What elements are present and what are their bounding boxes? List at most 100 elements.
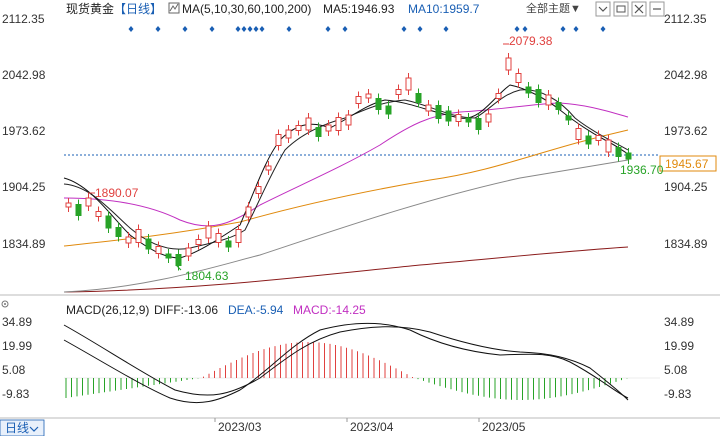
candle-body[interactable] [425,104,432,112]
candle-body[interactable] [255,186,262,194]
candle-body[interactable] [155,246,162,254]
settings-icon[interactable] [613,1,629,17]
candle-body[interactable] [75,204,82,216]
event-marker[interactable] [401,26,407,32]
candle-body[interactable] [315,127,322,137]
candle-body[interactable] [525,86,532,94]
candle-body[interactable] [495,93,502,99]
close-icon[interactable] [631,1,647,17]
event-marker[interactable] [209,26,215,32]
left-tick-2: 2042.98 [2,68,46,82]
candle-body[interactable] [325,124,332,132]
candle-body[interactable] [595,135,602,141]
ma10-line [63,89,629,250]
event-marker[interactable] [417,26,423,32]
macd-right-tick-3: 5.08 [664,363,688,377]
candle-body[interactable] [605,139,612,153]
candle-body[interactable] [265,165,272,171]
candle-body[interactable] [575,128,582,140]
candle-body[interactable] [355,96,362,104]
candle-body[interactable] [405,77,412,91]
candle-body[interactable] [385,105,392,115]
period-dropdown-icon[interactable] [29,426,39,432]
event-marker[interactable] [182,26,188,32]
event-marker[interactable] [241,26,247,32]
candle-body[interactable] [185,247,192,257]
period-button-label: 日线 [5,421,29,435]
candle-body[interactable] [215,233,222,243]
candle-body[interactable] [105,215,112,229]
event-marker[interactable] [286,26,292,32]
candle-body[interactable] [535,89,542,103]
candle-body[interactable] [135,229,142,243]
candle-body[interactable] [485,113,492,123]
theme-dropdown[interactable]: 全部主题▼ [526,1,581,15]
candle-body[interactable] [615,147,622,157]
candle-body[interactable] [465,117,472,123]
chart-header: 现货黄金 【日线】 MA(5,10,30,60,100,200) MA5:194… [66,1,665,17]
candle-body[interactable] [375,98,382,110]
macd-diff-line [63,322,629,404]
candle-body[interactable] [85,197,92,207]
right-price-axis: 2112.35 2042.98 1973.62 1904.25 1834.89 [664,12,708,251]
candle-body[interactable] [585,135,592,145]
ma5-line [63,84,629,259]
candle-body[interactable] [305,117,312,131]
candle-body[interactable] [545,94,552,106]
candle-body[interactable] [125,236,132,244]
event-marker[interactable] [325,26,331,32]
drag-handle-icon[interactable] [1,300,9,308]
candle-body[interactable] [285,129,292,139]
candle-body[interactable] [415,93,422,103]
candle-body[interactable] [145,238,152,250]
candle-body[interactable] [555,102,562,110]
macd-left-tick-2: 19.99 [2,339,32,353]
event-marker[interactable] [560,26,566,32]
event-marker[interactable] [342,26,348,32]
event-marker[interactable] [600,26,606,32]
candle-body[interactable] [395,89,402,95]
candle-body[interactable] [65,202,72,208]
candle-body[interactable] [295,125,302,131]
candle-body[interactable] [505,57,512,71]
event-marker[interactable] [443,26,449,32]
candle-body[interactable] [165,253,172,259]
candle-body[interactable] [445,110,452,122]
event-marker[interactable] [155,26,161,32]
candle-body[interactable] [475,118,482,130]
candle-body[interactable] [275,134,282,146]
macd-left-tick-1: 34.89 [2,315,32,329]
event-marker[interactable] [514,26,520,32]
event-marker[interactable] [128,26,134,32]
event-marker[interactable] [253,26,259,32]
candle-body[interactable] [95,211,102,217]
dropdown-icon[interactable] [595,1,611,17]
candle-body[interactable] [195,239,202,245]
candle-body[interactable] [455,114,462,122]
candle-body[interactable] [435,105,442,119]
event-marker[interactable] [573,26,579,32]
event-markers[interactable] [128,26,606,32]
expand-icon[interactable] [649,1,665,17]
ma-settings-icon[interactable] [168,2,180,14]
candle-body[interactable] [235,229,242,243]
candle-body[interactable] [205,225,212,239]
event-marker[interactable] [522,26,528,32]
candle-body[interactable] [175,254,182,266]
candle-body[interactable] [365,93,372,99]
candle-body[interactable] [345,114,352,126]
event-marker[interactable] [247,26,253,32]
candle-body[interactable] [245,206,252,218]
candle-body[interactable] [115,227,122,237]
candle-body[interactable] [515,73,522,83]
event-marker[interactable] [259,26,265,32]
candle-body[interactable] [225,240,232,248]
candle-body[interactable] [335,117,342,131]
candle-body[interactable] [565,115,572,121]
period-label[interactable]: 【日线】 [114,2,162,16]
candle-body[interactable] [625,152,632,160]
annotation-last-low: 1936.70 [620,163,664,177]
event-marker[interactable] [235,26,241,32]
